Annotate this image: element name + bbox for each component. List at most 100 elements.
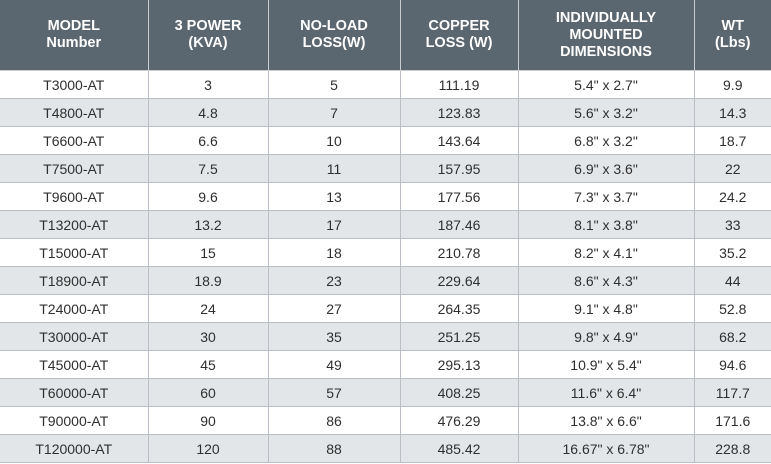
cell-no-load-loss: 86 — [268, 406, 401, 435]
cell-no-load-loss: 10 — [268, 126, 401, 155]
cell-weight: 18.7 — [694, 126, 771, 155]
cell-no-load-loss: 57 — [268, 378, 401, 407]
header-dimensions-line-2: MOUNTED — [569, 26, 643, 43]
table-body: T3000-AT 3 5 111.19 5.4" x 2.7" 9.9 T480… — [0, 70, 771, 463]
table-row: T4800-AT 4.8 7 123.83 5.6" x 3.2" 14.3 — [0, 98, 771, 127]
cell-dimensions: 13.8" x 6.6" — [518, 406, 695, 435]
cell-model: T45000-AT — [0, 350, 149, 379]
header-no-load-loss-line-1: NO-LOAD — [300, 18, 368, 34]
cell-no-load-loss: 11 — [268, 154, 401, 183]
header-copper-loss-line-1: COPPER — [428, 18, 490, 34]
table-row: T9600-AT 9.6 13 177.56 7.3" x 3.7" 24.2 — [0, 182, 771, 211]
cell-no-load-loss: 17 — [268, 210, 401, 239]
cell-model: T6600-AT — [0, 126, 149, 155]
cell-dimensions: 6.8" x 3.2" — [518, 126, 695, 155]
header-power-line-2: (KVA) — [188, 35, 228, 51]
cell-weight: 14.3 — [694, 98, 771, 127]
header-no-load-loss-line-2: LOSS(W) — [302, 35, 366, 51]
table-row: T13200-AT 13.2 17 187.46 8.1" x 3.8" 33 — [0, 210, 771, 239]
table-row: T18900-AT 18.9 23 229.64 8.6" x 4.3" 44 — [0, 266, 771, 295]
cell-no-load-loss: 18 — [268, 238, 401, 267]
cell-model: T15000-AT — [0, 238, 149, 267]
header-weight: WT (Lbs) — [694, 0, 771, 71]
cell-dimensions: 8.2" x 4.1" — [518, 238, 695, 267]
cell-power: 7.5 — [148, 154, 269, 183]
table-row: T45000-AT 45 49 295.13 10.9" x 5.4" 94.6 — [0, 350, 771, 379]
cell-copper-loss: 408.25 — [400, 378, 519, 407]
cell-power: 15 — [148, 238, 269, 267]
cell-power: 3 — [148, 70, 269, 99]
cell-dimensions: 8.6" x 4.3" — [518, 266, 695, 295]
cell-copper-loss: 123.83 — [400, 98, 519, 127]
cell-copper-loss: 111.19 — [400, 70, 519, 99]
cell-dimensions: 5.6" x 3.2" — [518, 98, 695, 127]
cell-no-load-loss: 27 — [268, 294, 401, 323]
cell-dimensions: 10.9" x 5.4" — [518, 350, 695, 379]
cell-power: 18.9 — [148, 266, 269, 295]
cell-weight: 33 — [694, 210, 771, 239]
cell-model: T9600-AT — [0, 182, 149, 211]
cell-copper-loss: 476.29 — [400, 406, 519, 435]
cell-model: T4800-AT — [0, 98, 149, 127]
cell-dimensions: 7.3" x 3.7" — [518, 182, 695, 211]
cell-weight: 22 — [694, 154, 771, 183]
table-row: T24000-AT 24 27 264.35 9.1" x 4.8" 52.8 — [0, 294, 771, 323]
cell-model: T120000-AT — [0, 434, 149, 463]
cell-model: T3000-AT — [0, 70, 149, 99]
cell-dimensions: 8.1" x 3.8" — [518, 210, 695, 239]
cell-copper-loss: 229.64 — [400, 266, 519, 295]
cell-copper-loss: 251.25 — [400, 322, 519, 351]
table-row: T90000-AT 90 86 476.29 13.8" x 6.6" 171.… — [0, 406, 771, 435]
header-model-line-2: Number — [46, 35, 102, 51]
header-dimensions: INDIVIDUALLY MOUNTED DIMENSIONS — [518, 0, 695, 71]
cell-power: 90 — [148, 406, 269, 435]
header-no-load-loss: NO-LOAD LOSS(W) — [268, 0, 401, 71]
cell-dimensions: 6.9" x 3.6" — [518, 154, 695, 183]
table-row: T30000-AT 30 35 251.25 9.8" x 4.9" 68.2 — [0, 322, 771, 351]
cell-weight: 171.6 — [694, 406, 771, 435]
header-power-line-1: 3 POWER — [174, 18, 242, 34]
table-row: T6600-AT 6.6 10 143.64 6.8" x 3.2" 18.7 — [0, 126, 771, 155]
cell-power: 60 — [148, 378, 269, 407]
table-row: T120000-AT 120 88 485.42 16.67" x 6.78" … — [0, 434, 771, 463]
cell-model: T24000-AT — [0, 294, 149, 323]
table-row: T60000-AT 60 57 408.25 11.6" x 6.4" 117.… — [0, 378, 771, 407]
cell-weight: 44 — [694, 266, 771, 295]
cell-no-load-loss: 49 — [268, 350, 401, 379]
header-copper-loss: COPPER LOSS (W) — [400, 0, 519, 71]
cell-power: 4.8 — [148, 98, 269, 127]
header-row: MODEL Number 3 POWER (KVA) NO-LOAD LOSS(… — [0, 0, 771, 71]
cell-copper-loss: 210.78 — [400, 238, 519, 267]
cell-weight: 94.6 — [694, 350, 771, 379]
cell-power: 30 — [148, 322, 269, 351]
cell-power: 9.6 — [148, 182, 269, 211]
cell-model: T7500-AT — [0, 154, 149, 183]
header-power: 3 POWER (KVA) — [148, 0, 269, 71]
cell-weight: 68.2 — [694, 322, 771, 351]
header-copper-loss-line-2: LOSS (W) — [425, 35, 493, 51]
cell-no-load-loss: 88 — [268, 434, 401, 463]
cell-power: 45 — [148, 350, 269, 379]
cell-dimensions: 9.1" x 4.8" — [518, 294, 695, 323]
cell-copper-loss: 485.42 — [400, 434, 519, 463]
cell-no-load-loss: 35 — [268, 322, 401, 351]
table-row: T15000-AT 15 18 210.78 8.2" x 4.1" 35.2 — [0, 238, 771, 267]
header-model-line-1: MODEL — [47, 18, 100, 34]
cell-no-load-loss: 13 — [268, 182, 401, 211]
cell-model: T18900-AT — [0, 266, 149, 295]
cell-weight: 117.7 — [694, 378, 771, 407]
cell-copper-loss: 264.35 — [400, 294, 519, 323]
cell-copper-loss: 143.64 — [400, 126, 519, 155]
cell-dimensions: 16.67" x 6.78" — [518, 434, 695, 463]
cell-dimensions: 5.4" x 2.7" — [518, 70, 695, 99]
cell-power: 13.2 — [148, 210, 269, 239]
cell-model: T60000-AT — [0, 378, 149, 407]
table-row: T3000-AT 3 5 111.19 5.4" x 2.7" 9.9 — [0, 70, 771, 99]
cell-model: T13200-AT — [0, 210, 149, 239]
cell-model: T30000-AT — [0, 322, 149, 351]
cell-weight: 52.8 — [694, 294, 771, 323]
cell-dimensions: 9.8" x 4.9" — [518, 322, 695, 351]
cell-power: 6.6 — [148, 126, 269, 155]
header-weight-line-1: WT — [721, 18, 745, 34]
table-row: T7500-AT 7.5 11 157.95 6.9" x 3.6" 22 — [0, 154, 771, 183]
